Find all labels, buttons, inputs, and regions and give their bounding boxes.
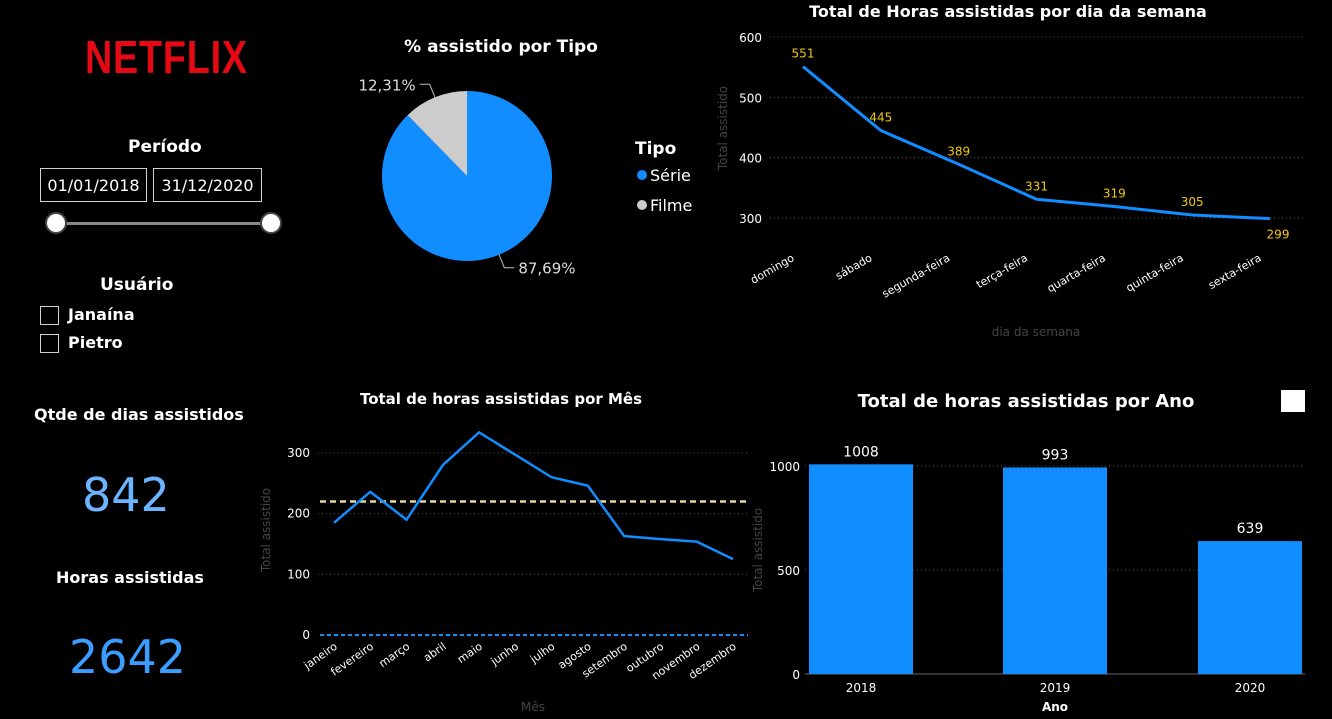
weekday-y-axis-title: Total assistido — [716, 86, 730, 171]
weekday-chart-title: Total de Horas assistidas por dia da sem… — [809, 2, 1207, 21]
pie-slice-filme[interactable] — [407, 91, 467, 176]
year-bar-2019[interactable] — [1003, 467, 1107, 674]
year-y-axis-title: Total assistido — [751, 508, 765, 593]
legend-marker-serie — [637, 170, 647, 180]
period-slider-track[interactable] — [56, 222, 272, 225]
year-y-tick: 0 — [792, 668, 800, 682]
month-series-line[interactable] — [333, 430, 734, 561]
weekday-data-label: 319 — [1103, 187, 1126, 201]
weekday-x-tick: segunda-feira — [880, 251, 952, 300]
month-x-tick: junho — [488, 640, 522, 669]
month-chart-title: Total de horas assistidas por Mês — [360, 390, 642, 408]
year-bar-2018[interactable] — [809, 464, 913, 674]
month-line-chart[interactable]: Total de horas assistidas por Mês Mês To… — [259, 390, 748, 714]
end-date-input[interactable]: 31/12/2020 — [153, 168, 262, 202]
pie-chart[interactable]: % assistido por Tipo 87,69% 12,31% Tipo S… — [358, 37, 692, 278]
period-slider-end-handle[interactable] — [260, 212, 282, 234]
weekday-x-axis-title: dia da semana — [992, 325, 1081, 339]
pie-leader-line — [498, 254, 515, 269]
weekday-x-tick: domingo — [748, 251, 796, 286]
month-x-tick: maio — [455, 640, 485, 666]
user-option-label: Pietro — [68, 333, 123, 352]
year-chart-title: Total de horas assistidas por Ano — [858, 391, 1195, 412]
period-slider-start-handle[interactable] — [45, 212, 67, 234]
year-x-tick: 2018 — [846, 681, 877, 695]
year-bar-chart[interactable]: Total de horas assistidas por Ano Ano To… — [751, 391, 1305, 714]
user-checkbox-janaina[interactable] — [40, 306, 59, 325]
month-y-tick: 100 — [287, 567, 310, 581]
netflix-logo: NETFLIX — [85, 31, 248, 83]
year-x-tick: 2020 — [1235, 681, 1266, 695]
weekday-y-tick: 600 — [739, 31, 762, 45]
year-x-axis-title: Ano — [1042, 700, 1068, 714]
month-x-tick: abril — [421, 640, 448, 665]
month-x-tick: março — [377, 640, 413, 671]
month-y-tick: 0 — [302, 628, 310, 642]
legend-label-serie[interactable]: Série — [650, 166, 691, 185]
pie-leader-line — [419, 83, 436, 98]
pie-data-label: 12,31% — [358, 76, 415, 94]
month-y-tick: 200 — [287, 507, 310, 521]
year-data-label: 639 — [1237, 521, 1264, 537]
weekday-data-label: 445 — [869, 111, 892, 125]
weekday-line-chart[interactable]: Total de Horas assistidas por dia da sem… — [716, 2, 1305, 339]
days-watched-label: Qtde de dias assistidos — [34, 405, 244, 424]
year-bar-2020[interactable] — [1198, 541, 1302, 674]
pie-data-label: 87,69% — [518, 260, 575, 278]
year-data-label: 993 — [1042, 447, 1069, 463]
weekday-data-label: 389 — [947, 144, 970, 158]
pie-chart-title: % assistido por Tipo — [404, 37, 598, 57]
period-label: Período — [128, 137, 202, 157]
legend-marker-filme — [637, 200, 647, 210]
month-x-tick: julho — [527, 640, 557, 667]
weekday-y-tick: 500 — [739, 91, 762, 105]
hours-watched-label: Horas assistidas — [56, 568, 204, 587]
weekday-x-tick: quarta-feira — [1045, 251, 1108, 295]
month-y-tick: 300 — [287, 446, 310, 460]
pie-legend-title: Tipo — [635, 139, 676, 159]
weekday-series-line[interactable] — [802, 65, 1271, 221]
year-y-tick: 1000 — [769, 460, 800, 474]
weekday-data-label: 551 — [792, 47, 815, 61]
hours-watched-value: 2642 — [69, 630, 187, 684]
legend-label-filme[interactable]: Filme — [650, 196, 692, 215]
weekday-y-tick: 300 — [739, 212, 762, 226]
days-watched-value: 842 — [82, 468, 170, 522]
weekday-x-tick: sexta-feira — [1206, 251, 1263, 292]
user-label: Usuário — [100, 275, 174, 295]
month-x-axis-title: Mês — [521, 700, 545, 714]
user-option-label: Janaína — [68, 305, 135, 324]
year-x-tick: 2019 — [1040, 681, 1071, 695]
weekday-data-label: 331 — [1025, 179, 1048, 193]
month-y-axis-title: Total assistido — [259, 488, 273, 573]
user-checkbox-pietro[interactable] — [40, 334, 59, 353]
weekday-x-tick: quinta-feira — [1124, 251, 1186, 294]
weekday-y-tick: 400 — [739, 152, 762, 166]
start-date-input[interactable]: 01/01/2018 — [40, 168, 147, 202]
weekday-x-tick: terça-feira — [974, 251, 1030, 291]
year-y-tick: 500 — [777, 564, 800, 578]
focus-mode-icon[interactable] — [1281, 390, 1305, 412]
weekday-data-label: 299 — [1267, 228, 1290, 242]
year-data-label: 1008 — [843, 444, 879, 460]
weekday-x-tick: sábado — [833, 251, 874, 282]
weekday-data-label: 305 — [1181, 195, 1204, 209]
